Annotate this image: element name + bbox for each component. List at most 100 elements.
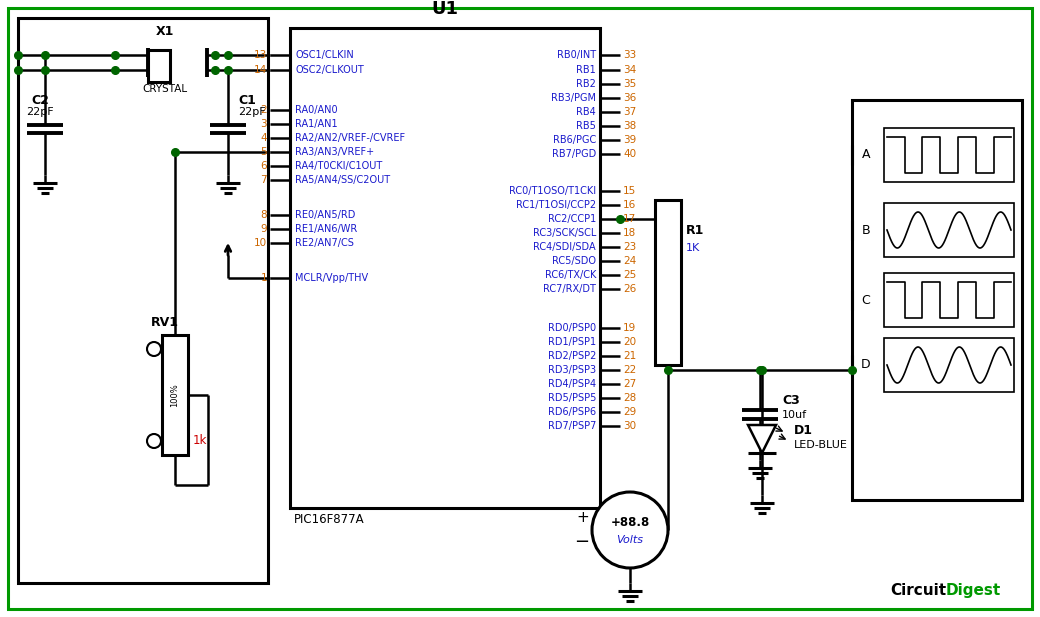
Text: 4: 4: [260, 133, 267, 143]
Text: 30: 30: [623, 421, 636, 431]
Text: 18: 18: [623, 228, 636, 238]
Text: OSC2/CLKOUT: OSC2/CLKOUT: [295, 65, 364, 75]
Text: 1k: 1k: [193, 434, 207, 447]
Text: R1: R1: [686, 223, 704, 236]
Text: D: D: [861, 358, 870, 371]
Bar: [18, 18, 268, 583]
Text: 34: 34: [623, 65, 636, 75]
Text: Digest: Digest: [946, 583, 1002, 598]
Text: RA1/AN1: RA1/AN1: [295, 119, 338, 129]
Bar: [884, 128, 1014, 182]
Text: MCLR/Vpp/THV: MCLR/Vpp/THV: [295, 273, 368, 283]
Text: D1: D1: [794, 423, 813, 436]
Text: 17: 17: [623, 214, 636, 224]
Text: 22pF: 22pF: [26, 107, 54, 117]
Bar: [884, 203, 1014, 257]
Text: X1: X1: [156, 25, 174, 38]
Text: RA0/AN0: RA0/AN0: [295, 105, 338, 115]
Text: RD2/PSP2: RD2/PSP2: [548, 351, 596, 361]
Text: 13: 13: [254, 50, 267, 60]
Text: 24: 24: [623, 256, 636, 266]
Text: 21: 21: [623, 351, 636, 361]
Text: B: B: [862, 223, 870, 236]
Bar: [884, 338, 1014, 392]
Text: RA3/AN3/VREF+: RA3/AN3/VREF+: [295, 147, 374, 157]
Text: C: C: [861, 294, 870, 307]
Text: 28: 28: [623, 393, 636, 403]
Bar: [852, 100, 1022, 500]
Text: 20: 20: [623, 337, 636, 347]
Text: +88.8: +88.8: [610, 516, 650, 529]
Text: 39: 39: [623, 135, 636, 145]
Text: OSC1/CLKIN: OSC1/CLKIN: [295, 50, 354, 60]
Text: −: −: [574, 533, 589, 551]
Text: PIC16F877A: PIC16F877A: [294, 513, 365, 526]
Text: 6: 6: [260, 161, 267, 171]
Text: RB1: RB1: [576, 65, 596, 75]
Circle shape: [147, 342, 161, 356]
Text: 10: 10: [254, 238, 267, 248]
Text: A: A: [862, 149, 870, 162]
Bar: [884, 273, 1014, 327]
Text: RB6/PGC: RB6/PGC: [552, 135, 596, 145]
Text: RC5/SDO: RC5/SDO: [552, 256, 596, 266]
Text: 22: 22: [623, 365, 636, 375]
Text: RA5/AN4/SS/C2OUT: RA5/AN4/SS/C2OUT: [295, 175, 390, 185]
Text: 15: 15: [623, 186, 636, 196]
Text: RD0/PSP0: RD0/PSP0: [548, 323, 596, 333]
Text: RB4: RB4: [576, 107, 596, 117]
Text: 22pF: 22pF: [238, 107, 265, 117]
Text: RB3/PGM: RB3/PGM: [551, 93, 596, 103]
Text: 33: 33: [623, 50, 636, 60]
Text: 14: 14: [254, 65, 267, 75]
Bar: [162, 335, 188, 455]
Text: 7: 7: [260, 175, 267, 185]
Text: RC4/SDI/SDA: RC4/SDI/SDA: [534, 242, 596, 252]
Text: 38: 38: [623, 121, 636, 131]
Text: 29: 29: [623, 407, 636, 417]
Text: 16: 16: [623, 200, 636, 210]
Circle shape: [147, 434, 161, 448]
Text: RD5/PSP5: RD5/PSP5: [548, 393, 596, 403]
Text: RA2/AN2/VREF-/CVREF: RA2/AN2/VREF-/CVREF: [295, 133, 406, 143]
Text: RE0/AN5/RD: RE0/AN5/RD: [295, 210, 356, 220]
Text: RB0/INT: RB0/INT: [556, 50, 596, 60]
Text: Circuit: Circuit: [890, 583, 946, 598]
Text: 10uf: 10uf: [782, 410, 807, 420]
Text: C3: C3: [782, 394, 800, 407]
Text: RD6/PSP6: RD6/PSP6: [548, 407, 596, 417]
Text: RE2/AN7/CS: RE2/AN7/CS: [295, 238, 354, 248]
Text: RD4/PSP4: RD4/PSP4: [548, 379, 596, 389]
Text: +: +: [576, 510, 589, 526]
Text: CRYSTAL: CRYSTAL: [142, 84, 187, 94]
Text: RB5: RB5: [576, 121, 596, 131]
Polygon shape: [748, 425, 776, 453]
Text: RE1/AN6/WR: RE1/AN6/WR: [295, 224, 358, 234]
Text: RD7/PSP7: RD7/PSP7: [548, 421, 596, 431]
Text: 36: 36: [623, 93, 636, 103]
Text: RC2/CCP1: RC2/CCP1: [548, 214, 596, 224]
Text: 5: 5: [260, 147, 267, 157]
Text: RA4/T0CKI/C1OUT: RA4/T0CKI/C1OUT: [295, 161, 383, 171]
Text: RC7/RX/DT: RC7/RX/DT: [543, 284, 596, 294]
Text: 40: 40: [623, 149, 636, 159]
Circle shape: [592, 492, 668, 568]
Bar: [148, 50, 170, 82]
Text: 1: 1: [260, 273, 267, 283]
Text: 9: 9: [260, 224, 267, 234]
Bar: [290, 28, 600, 508]
Text: RC1/T1OSI/CCP2: RC1/T1OSI/CCP2: [516, 200, 596, 210]
Text: 100%: 100%: [171, 383, 180, 407]
Text: 27: 27: [623, 379, 636, 389]
Text: C1: C1: [238, 94, 256, 107]
Text: RB2: RB2: [576, 79, 596, 89]
Text: C2: C2: [31, 94, 49, 107]
Text: RB7/PGD: RB7/PGD: [552, 149, 596, 159]
Text: 8: 8: [260, 210, 267, 220]
Text: RC0/T1OSO/T1CKI: RC0/T1OSO/T1CKI: [509, 186, 596, 196]
Text: LED-BLUE: LED-BLUE: [794, 440, 848, 450]
Text: 37: 37: [623, 107, 636, 117]
Text: Volts: Volts: [617, 535, 644, 545]
Text: 25: 25: [623, 270, 636, 280]
Text: U1: U1: [432, 0, 459, 18]
